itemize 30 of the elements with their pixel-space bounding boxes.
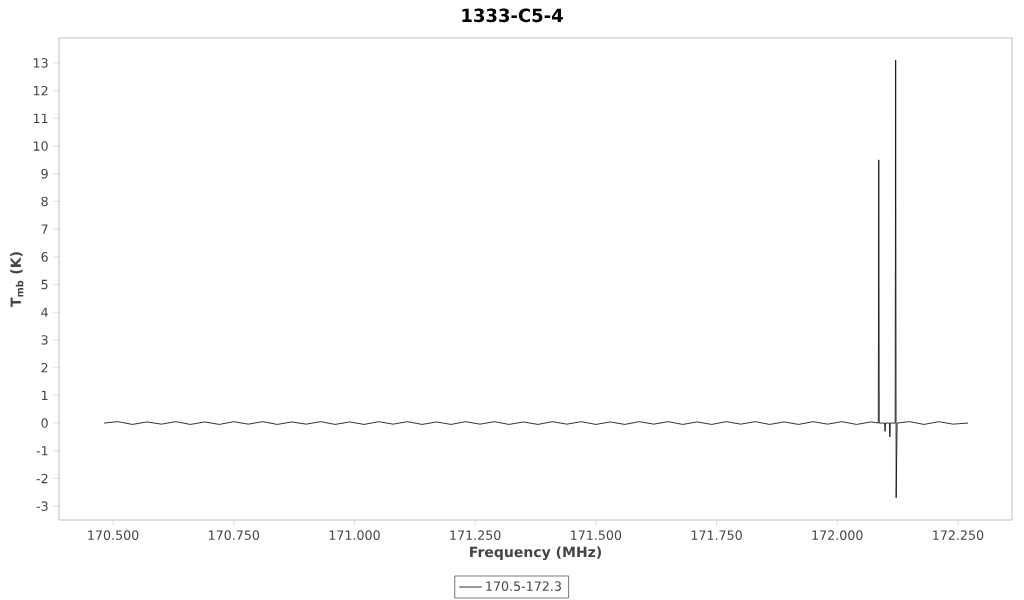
- x-tick-label: 171.500: [571, 530, 622, 540]
- x-tick-label: 171.000: [329, 530, 380, 540]
- y-tick-label: 3: [41, 335, 48, 345]
- chart-title: 1333-C5-4: [462, 8, 563, 23]
- y-tick-label: 8: [41, 196, 48, 207]
- y-tick-label: -1: [36, 446, 48, 456]
- y-axis-title: T$_{mb}$ (K): [10, 252, 24, 307]
- y-tick-label: 1: [41, 390, 48, 400]
- line-series: [103, 59, 969, 499]
- y-tick-label: 7: [41, 224, 48, 234]
- legend-label: 170.5-172.3: [486, 581, 561, 591]
- y-tick-label: 2: [41, 362, 48, 373]
- y-tick-label: 4: [41, 307, 48, 317]
- y-tick-label: 6: [41, 252, 48, 262]
- y-tick-label: 12: [33, 85, 48, 96]
- x-tick-label: 170.500: [88, 530, 139, 540]
- y-tick-label: 9: [41, 168, 48, 179]
- x-tick-label: 172.000: [812, 530, 863, 540]
- y-tick-label: -3: [36, 501, 48, 511]
- y-tick-label: 0: [41, 418, 48, 428]
- x-axis-title: Frequency (MHz): [470, 546, 601, 561]
- y-tick-label: 13: [33, 58, 48, 68]
- y-tick-label: 11: [33, 113, 48, 123]
- x-tick-label: 171.250: [450, 530, 501, 540]
- y-tick-label: 10: [33, 141, 48, 151]
- x-tick-label: 171.750: [691, 530, 742, 540]
- x-tick-label: 170.750: [208, 530, 260, 540]
- y-tick-label: 5: [41, 279, 48, 290]
- y-tick-label: -2: [36, 473, 48, 484]
- x-tick-label: 172.250: [933, 530, 984, 540]
